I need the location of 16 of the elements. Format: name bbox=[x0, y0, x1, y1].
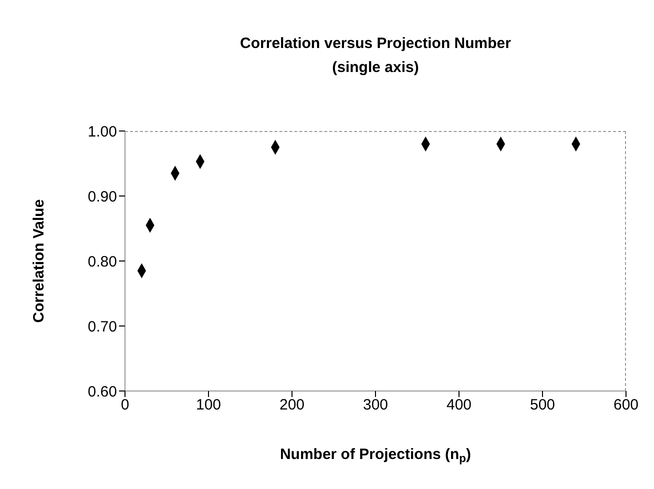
y-tick-label: 0.90 bbox=[88, 188, 117, 206]
chart-title: Correlation versus Projection Number bbox=[240, 35, 512, 52]
x-tick-label: 500 bbox=[530, 396, 556, 414]
y-axis-title: Correlation Value bbox=[30, 199, 48, 323]
y-tick-label: 0.70 bbox=[88, 318, 117, 336]
y-tick-label: 0.60 bbox=[88, 383, 117, 400]
x-axis-title: Number of Projections (n$_{p}$) bbox=[280, 446, 472, 465]
y-tick-label: 0.80 bbox=[88, 253, 117, 270]
x-tick-label: 600 bbox=[613, 396, 639, 414]
x-tick-label: 0 bbox=[120, 396, 130, 414]
x-tick-label: 400 bbox=[446, 396, 472, 414]
x-tick-label: 200 bbox=[279, 396, 305, 414]
y-tick-label: 1.00 bbox=[88, 123, 117, 140]
chart-subtitle: (single axis) bbox=[332, 59, 419, 76]
x-tick-label: 100 bbox=[196, 396, 222, 414]
x-tick-label: 300 bbox=[362, 396, 388, 414]
